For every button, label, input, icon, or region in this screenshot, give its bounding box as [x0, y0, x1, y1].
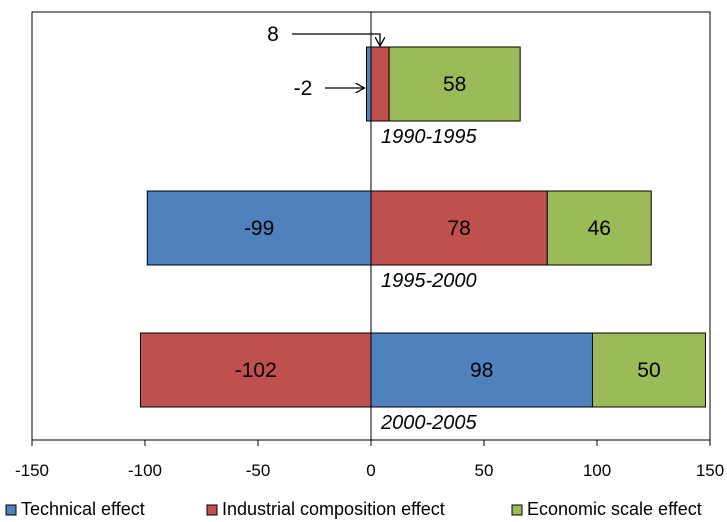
- x-axis: -150 -100 -50 0 50 100 150: [15, 439, 724, 480]
- legend-swatch-economic-scale-effect: [511, 504, 523, 516]
- x-tick-label: 0: [366, 461, 375, 480]
- annotation-arrow-industrial-composition-effect-1990-1995: [292, 33, 380, 45]
- category-label-2000-2005: 2000-2005: [380, 412, 478, 434]
- bar-economic-scale-effect-2000-2005: [591, 332, 706, 408]
- legend-label-economic-scale-effect: Economic scale effect: [527, 499, 702, 519]
- data-label-technical-effect-1995-2000: -99: [244, 217, 274, 240]
- bar-economic-scale-effect-1995-2000: [546, 190, 652, 266]
- bar-technical-effect-1990-1995: [365, 46, 372, 122]
- category-label-1990-1995: 1990-1995: [381, 126, 478, 148]
- data-label-economic-scale-effect-1990-1995: 58: [443, 73, 466, 96]
- bar-technical-effect-2000-2005: [370, 332, 593, 408]
- x-tick-label: 50: [475, 461, 494, 480]
- annotation-label-industrial-composition-effect-1990-1995: 8: [267, 23, 279, 46]
- bars-layer: [139, 46, 706, 408]
- bar-industrial-composition-effect-1995-2000: [370, 190, 548, 266]
- data-label-industrial-composition-effect-2000-2005: -102: [235, 359, 277, 382]
- bar-economic-scale-effect-1990-1995: [388, 46, 521, 122]
- category-label-1995-2000: 1995-2000: [381, 270, 477, 292]
- x-tick-label: -50: [246, 461, 271, 480]
- x-tick-label: -100: [128, 461, 162, 480]
- data-label-industrial-composition-effect-1995-2000: 78: [447, 217, 470, 240]
- x-tick-label: -150: [15, 461, 49, 480]
- annotation-label-technical-effect-1990-1995: -2: [294, 77, 313, 100]
- bar-technical-effect-1995-2000: [146, 190, 372, 266]
- bar-industrial-composition-effect-2000-2005: [139, 332, 372, 408]
- legend-label-industrial-composition-effect: Industrial composition effect: [222, 499, 445, 519]
- x-tick-label: 100: [583, 461, 611, 480]
- data-label-economic-scale-effect-1995-2000: 46: [588, 217, 611, 240]
- x-tick-label: 150: [696, 461, 724, 480]
- data-label-technical-effect-2000-2005: 98: [470, 359, 493, 382]
- data-label-economic-scale-effect-2000-2005: 50: [637, 359, 660, 382]
- legend-label-technical-effect: Technical effect: [21, 499, 145, 519]
- legend: Technical effect Industrial composition e…: [5, 499, 702, 519]
- bar-industrial-composition-effect-1990-1995: [370, 46, 390, 122]
- labels-layer: 58 -2 8 1990-1995 -99 78 46 1995-2000 -102 98 50 20…: [235, 23, 661, 434]
- legend-swatch-technical-effect: [5, 504, 17, 516]
- legend-swatch-industrial-composition-effect: [206, 504, 218, 516]
